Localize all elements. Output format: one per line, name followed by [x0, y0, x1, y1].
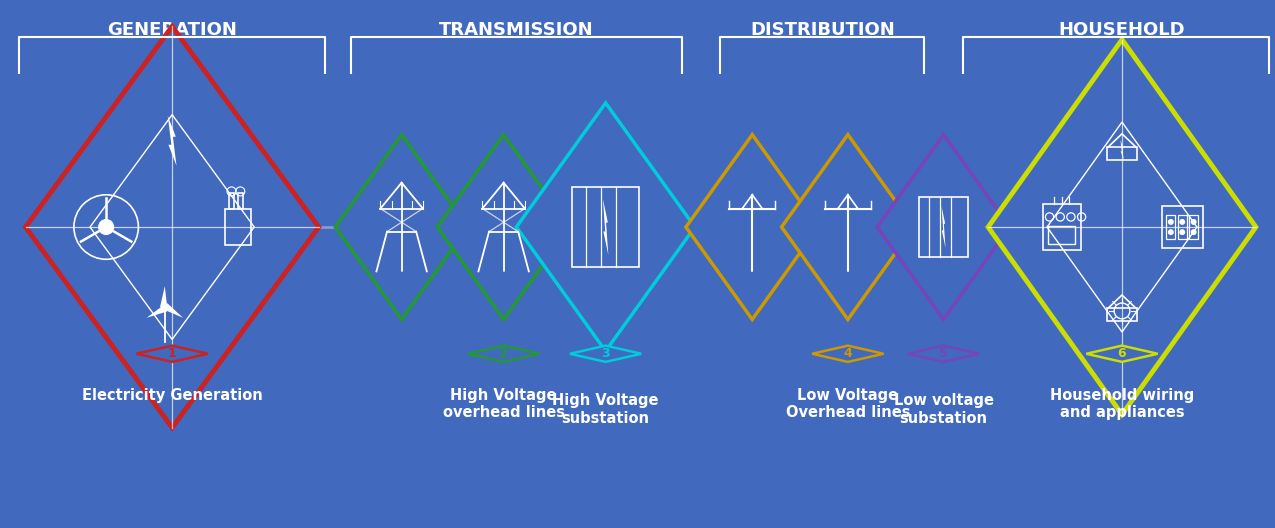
Text: TRANSMISSION: TRANSMISSION: [439, 21, 594, 39]
Text: Electricity Generation: Electricity Generation: [82, 388, 263, 403]
Bar: [1107, 308, 1137, 322]
Text: Low voltage
substation: Low voltage substation: [894, 393, 993, 426]
Polygon shape: [26, 26, 319, 428]
Polygon shape: [603, 199, 608, 255]
Bar: [1162, 206, 1202, 248]
Bar: [1178, 215, 1187, 239]
Text: 6: 6: [1118, 347, 1126, 360]
Circle shape: [1168, 229, 1174, 235]
Bar: [1043, 204, 1081, 250]
Text: High Voltage
overhead lines: High Voltage overhead lines: [442, 388, 565, 420]
Polygon shape: [136, 346, 208, 362]
Polygon shape: [570, 346, 641, 362]
Text: 5: 5: [940, 347, 947, 360]
Circle shape: [1168, 219, 1174, 225]
Circle shape: [1179, 219, 1186, 225]
Polygon shape: [516, 103, 695, 351]
Polygon shape: [908, 346, 979, 362]
Bar: [918, 197, 969, 257]
Text: High Voltage
substation: High Voltage substation: [552, 393, 659, 426]
Polygon shape: [941, 206, 946, 248]
Text: 2: 2: [500, 347, 507, 360]
Circle shape: [98, 219, 115, 235]
Circle shape: [1179, 229, 1186, 235]
Bar: [1107, 147, 1137, 160]
Polygon shape: [147, 305, 167, 318]
Text: 3: 3: [602, 347, 609, 360]
Bar: [230, 193, 235, 210]
Bar: [1190, 215, 1198, 239]
Polygon shape: [686, 135, 819, 319]
Text: Household wiring
and appliances: Household wiring and appliances: [1049, 388, 1195, 420]
Polygon shape: [1121, 140, 1123, 159]
Polygon shape: [782, 135, 914, 319]
Polygon shape: [335, 135, 468, 319]
Bar: [1048, 226, 1075, 244]
Polygon shape: [437, 135, 570, 319]
Circle shape: [1191, 229, 1197, 235]
Polygon shape: [168, 116, 176, 166]
Text: HOUSEHOLD: HOUSEHOLD: [1058, 21, 1186, 39]
Polygon shape: [1086, 346, 1158, 362]
Bar: [237, 193, 244, 210]
Bar: [1167, 215, 1176, 239]
Text: 1: 1: [168, 347, 176, 360]
Circle shape: [1191, 219, 1197, 225]
Polygon shape: [812, 346, 884, 362]
Bar: [224, 210, 251, 244]
Polygon shape: [988, 40, 1256, 414]
Polygon shape: [163, 303, 184, 318]
Polygon shape: [877, 135, 1010, 319]
Text: Low Voltage
Overhead lines: Low Voltage Overhead lines: [785, 388, 910, 420]
Polygon shape: [468, 346, 539, 362]
Bar: [572, 187, 639, 267]
Polygon shape: [159, 286, 167, 307]
Text: GENERATION: GENERATION: [107, 21, 237, 39]
Text: DISTRIBUTION: DISTRIBUTION: [750, 21, 895, 39]
Text: 4: 4: [844, 347, 852, 360]
